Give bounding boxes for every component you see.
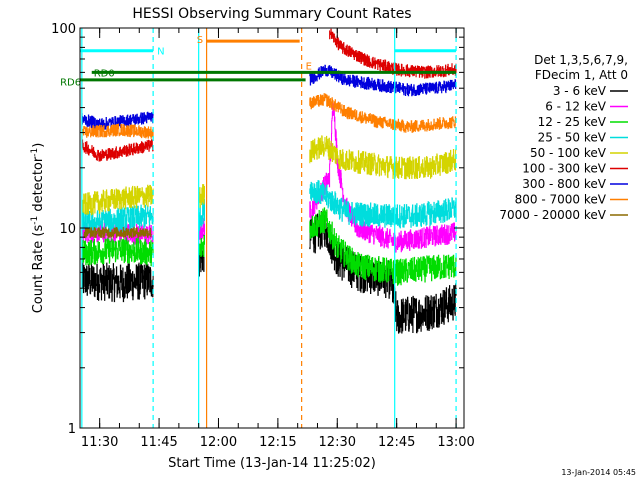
y-axis-label-superscript: -1: [30, 216, 40, 225]
y-axis-label-part: Count Rate (s: [31, 225, 46, 314]
annotation-overlays: N S RD0 RD6 E: [60, 28, 457, 428]
legend-entry-label: 300 - 800 keV: [522, 177, 606, 191]
legend-entry-label: 800 - 7000 keV: [515, 193, 607, 207]
x-tick-label: 12:15: [259, 435, 296, 450]
series-trace: [198, 198, 205, 231]
legend: Det 1,3,5,6,7,9, FDecim 1, Att 0 3 - 6 k…: [499, 53, 628, 222]
chart-title: HESSI Observing Summary Count Rates: [132, 6, 411, 22]
x-tick-label: 13:00: [437, 435, 474, 450]
mode-label: N: [157, 47, 164, 58]
series-trace: [81, 204, 154, 236]
series-trace: [81, 111, 154, 131]
legend-entry-label: 7000 - 20000 keV: [499, 208, 606, 222]
series-trace: [309, 64, 457, 97]
x-axis-label: Start Time (13-Jan-14 11:25:02): [168, 456, 376, 471]
series-trace: [309, 93, 457, 133]
series-trace: [81, 123, 154, 139]
legend-entry-label: 25 - 50 keV: [538, 131, 607, 145]
x-axis-ticks: 11:30 11:45 12:00 12:15 12:30 12:45 13:00: [81, 28, 475, 450]
y-axis-label-part: detector: [31, 156, 46, 216]
y-tick-label: 10: [59, 222, 76, 237]
series-trace: [81, 139, 154, 162]
series-trace: [309, 135, 457, 180]
series-trace: [198, 184, 205, 208]
legend-entry-label: 50 - 100 keV: [530, 146, 607, 160]
x-tick-label: 12:00: [200, 435, 237, 450]
y-axis-ticks: 1 10 100: [51, 22, 464, 437]
series-trace: [309, 101, 457, 253]
mode-label: RD6: [60, 78, 81, 89]
series-trace: [309, 180, 457, 229]
series-trace: [81, 184, 154, 216]
y-tick-label: 1: [68, 422, 76, 437]
series-trace: [329, 28, 457, 79]
series-trace: [198, 235, 205, 257]
x-tick-label: 12:45: [378, 435, 415, 450]
series-trace: [83, 226, 152, 239]
legend-entry-label: 100 - 300 keV: [522, 162, 606, 176]
mode-label: S: [197, 35, 203, 46]
x-tick-label: 12:30: [319, 435, 356, 450]
y-axis-label-part: ): [31, 143, 46, 148]
series-trace: [81, 237, 154, 267]
data-traces: [81, 28, 457, 334]
legend-entry-label: 6 - 12 keV: [545, 100, 607, 114]
series-trace: [309, 207, 457, 286]
mode-label: RD0: [94, 68, 115, 79]
generated-timestamp: 13-Jan-2014 05:45: [561, 468, 636, 477]
y-axis-label-superscript: -1: [30, 148, 40, 157]
y-tick-label: 100: [51, 22, 76, 37]
legend-header-detectors: Det 1,3,5,6,7,9,: [534, 53, 628, 67]
x-tick-label: 11:45: [140, 435, 177, 450]
legend-entry-label: 3 - 6 keV: [553, 84, 607, 98]
legend-entry-label: 12 - 25 keV: [538, 115, 607, 129]
x-tick-label: 11:30: [81, 435, 118, 450]
mode-label: E: [306, 61, 312, 72]
legend-header-attenuator: FDecim 1, Att 0: [535, 68, 628, 82]
y-axis-label: Count Rate (s-1 detector-1): [30, 143, 46, 314]
